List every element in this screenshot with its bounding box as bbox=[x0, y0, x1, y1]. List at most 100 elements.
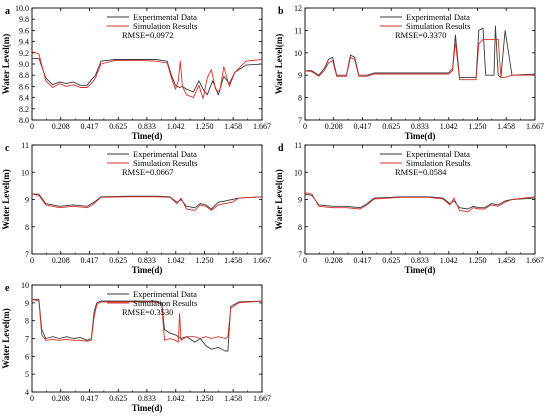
series-line-simulation bbox=[304, 192, 536, 213]
panel-letter: a bbox=[5, 6, 10, 17]
y-tick-label: 7 bbox=[298, 250, 302, 259]
series-line-experimental bbox=[304, 193, 536, 210]
x-tick-label: 1.250 bbox=[195, 394, 213, 403]
x-tick-label: 0.417 bbox=[81, 256, 99, 265]
x-tick-label: 1.458 bbox=[224, 122, 242, 131]
y-tick-label: 11 bbox=[21, 141, 29, 150]
x-tick-label: 1.250 bbox=[468, 256, 486, 265]
series-line-simulation bbox=[31, 298, 263, 343]
y-tick-label: 10 bbox=[21, 168, 29, 177]
legend-entry: Simulation Results bbox=[133, 21, 197, 31]
x-tick-label: 1.667 bbox=[253, 256, 271, 265]
x-tick-label: 0 bbox=[30, 256, 34, 265]
x-tick-label: 0.833 bbox=[138, 394, 156, 403]
y-tick-label: 9 bbox=[298, 196, 302, 205]
y-tick-label: 9.6 bbox=[19, 26, 29, 35]
legend-entry: Experimental Data bbox=[406, 149, 470, 159]
x-tick-label: 0.208 bbox=[325, 256, 343, 265]
rmse-label: RMSE=0.0667 bbox=[122, 167, 173, 177]
x-axis-title: Time(d) bbox=[132, 131, 163, 141]
chart-panel-b: 0 0.208 0.417 0.625 0.833 1.042 1.250 1.458 1.66… bbox=[274, 4, 544, 141]
series-line-simulation bbox=[304, 38, 535, 81]
y-tick-label: 11 bbox=[294, 26, 302, 35]
rmse-label: RMSE=0.3370 bbox=[395, 30, 446, 40]
legend-entry: Simulation Results bbox=[406, 158, 470, 168]
y-tick-label: 11 bbox=[294, 141, 302, 150]
rmse-label: RMSE=0.3530 bbox=[122, 307, 173, 317]
x-tick-label: 1.458 bbox=[224, 394, 242, 403]
x-tick-label: 0.417 bbox=[81, 122, 99, 131]
x-tick-label: 1.458 bbox=[497, 122, 515, 131]
x-tick-label: 1.250 bbox=[195, 122, 213, 131]
series-line-experimental bbox=[32, 298, 263, 352]
y-tick-label: 9.8 bbox=[19, 15, 29, 24]
y-tick-label: 9 bbox=[25, 196, 29, 205]
x-tick-label: 0.417 bbox=[81, 394, 99, 403]
series-line-experimental bbox=[305, 25, 536, 78]
x-tick-label: 0.208 bbox=[325, 122, 343, 131]
y-tick-label: 9 bbox=[298, 71, 302, 80]
chart-panel-e: 0 0.208 0.417 0.625 0.833 1.042 1.250 1.458 1.66… bbox=[1, 281, 271, 413]
series-line-experimental bbox=[32, 57, 263, 96]
legend-entry: Experimental Data bbox=[133, 12, 197, 22]
y-tick-label: 8.2 bbox=[19, 105, 29, 114]
x-tick-label: 0.833 bbox=[411, 256, 429, 265]
x-tick-label: 1.667 bbox=[253, 122, 271, 131]
y-tick-label: 5 bbox=[25, 370, 29, 379]
y-tick-label: 8.8 bbox=[19, 71, 29, 80]
y-tick-label: 7 bbox=[298, 116, 302, 125]
y-tick-label: 7 bbox=[25, 335, 29, 344]
x-tick-label: 0 bbox=[30, 394, 34, 403]
x-tick-label: 1.250 bbox=[195, 256, 213, 265]
y-axis-title: Water Level(m) bbox=[274, 34, 284, 95]
y-tick-label: 10 bbox=[294, 168, 302, 177]
legend-entry: Simulation Results bbox=[406, 21, 470, 31]
y-axis-title: Water Level(m) bbox=[274, 169, 284, 230]
x-tick-label: 0.417 bbox=[354, 256, 372, 265]
chart-panel-c: 0 0.208 0.417 0.625 0.833 1.042 1.250 1.458 1.66… bbox=[1, 141, 271, 275]
x-axis-title: Time(d) bbox=[405, 131, 436, 141]
y-tick-label: 8.6 bbox=[19, 82, 29, 91]
x-tick-label: 0.625 bbox=[109, 122, 127, 131]
x-tick-label: 1.667 bbox=[526, 122, 544, 131]
x-axis-title: Time(d) bbox=[405, 265, 436, 275]
y-tick-label: 10.0 bbox=[15, 4, 29, 13]
x-tick-label: 1.458 bbox=[497, 256, 515, 265]
panel-letter: c bbox=[5, 143, 10, 154]
y-tick-label: 12 bbox=[294, 4, 302, 13]
x-tick-label: 0.208 bbox=[52, 122, 70, 131]
x-tick-label: 0.625 bbox=[382, 256, 400, 265]
y-tick-label: 8 bbox=[298, 94, 302, 103]
chart-panel-d: 0 0.208 0.417 0.625 0.833 1.042 1.250 1.458 1.66… bbox=[274, 141, 544, 275]
x-tick-label: 0.417 bbox=[354, 122, 372, 131]
legend-entry: Simulation Results bbox=[133, 298, 197, 308]
y-tick-label: 8.0 bbox=[19, 116, 29, 125]
y-tick-label: 8 bbox=[25, 223, 29, 232]
rmse-label: RMSE=0.0584 bbox=[395, 167, 447, 177]
y-tick-label: 9.4 bbox=[19, 38, 29, 47]
x-tick-label: 1.042 bbox=[167, 122, 185, 131]
y-tick-label: 10 bbox=[21, 281, 29, 290]
x-tick-label: 0 bbox=[303, 122, 307, 131]
x-tick-label: 1.042 bbox=[167, 256, 185, 265]
x-tick-label: 0.625 bbox=[109, 256, 127, 265]
y-tick-label: 8 bbox=[25, 317, 29, 326]
y-tick-label: 6 bbox=[25, 352, 29, 361]
y-tick-label: 9 bbox=[25, 299, 29, 308]
x-tick-label: 1.458 bbox=[224, 256, 242, 265]
y-tick-label: 8 bbox=[298, 223, 302, 232]
legend-entry: Experimental Data bbox=[406, 12, 470, 22]
x-tick-label: 0.833 bbox=[411, 122, 429, 131]
panel-letter: e bbox=[5, 283, 10, 294]
y-tick-label: 10 bbox=[294, 49, 302, 58]
y-axis-title: Water Level(m) bbox=[1, 308, 11, 369]
chart-panel-a: 0 0.208 0.417 0.625 0.833 1.042 1.250 1.458 1.66… bbox=[1, 4, 271, 141]
y-tick-label: 8.4 bbox=[19, 94, 29, 103]
x-tick-label: 1.042 bbox=[440, 256, 458, 265]
legend-entry: Experimental Data bbox=[133, 289, 197, 299]
y-axis-title: Water Level(m) bbox=[1, 34, 11, 95]
y-tick-label: 7 bbox=[25, 250, 29, 259]
legend-entry: Experimental Data bbox=[133, 149, 197, 159]
x-tick-label: 0.833 bbox=[138, 256, 156, 265]
